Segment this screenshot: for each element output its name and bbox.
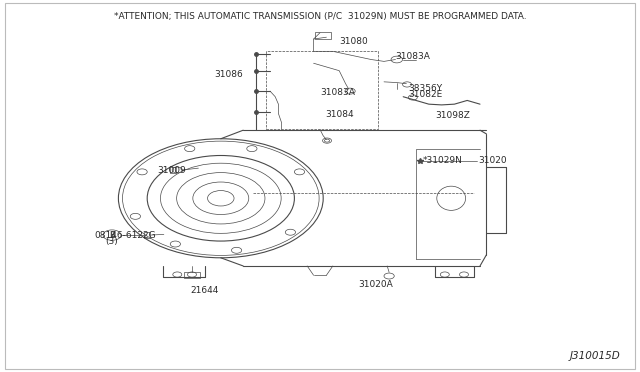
Text: 08146-6122G: 08146-6122G (95, 231, 156, 240)
Text: 31084: 31084 (325, 110, 354, 119)
Text: (3): (3) (106, 237, 118, 246)
Text: 31083A: 31083A (396, 52, 430, 61)
Bar (184, 272, 200, 278)
Text: 38356Y: 38356Y (408, 84, 442, 93)
Text: 31086: 31086 (214, 70, 243, 79)
Bar (315, 32, 331, 39)
Text: J310015D: J310015D (570, 351, 621, 361)
Text: 31020A: 31020A (358, 280, 393, 289)
Text: 31083A: 31083A (320, 88, 355, 97)
Text: 31080: 31080 (339, 37, 368, 46)
Text: *ATTENTION; THIS AUTOMATIC TRANSMISSION (P/C  31029N) MUST BE PROGRAMMED DATA.: *ATTENTION; THIS AUTOMATIC TRANSMISSION … (114, 12, 526, 21)
Text: 31020: 31020 (479, 156, 508, 165)
Text: 31009: 31009 (157, 166, 186, 174)
Text: B: B (109, 231, 115, 240)
Text: 31098Z: 31098Z (435, 111, 470, 120)
Text: 21644: 21644 (191, 286, 219, 295)
Bar (266, 51, 378, 129)
Text: *31029N: *31029N (422, 156, 462, 165)
Text: 31082E: 31082E (408, 90, 443, 99)
